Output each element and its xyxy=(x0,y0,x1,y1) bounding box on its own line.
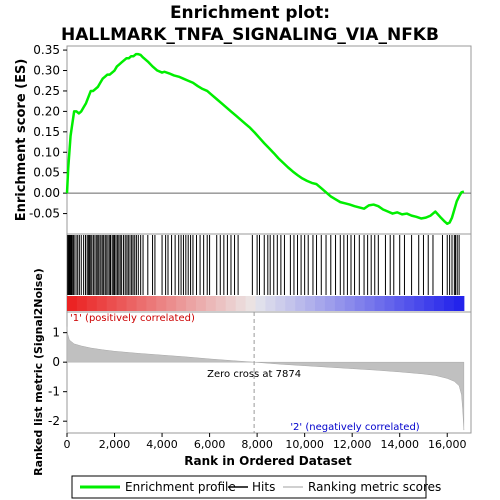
rank-y-tick-label: -2 xyxy=(48,414,60,428)
color-strip-segment xyxy=(116,296,128,311)
es-y-tick-label: -0.05 xyxy=(29,207,60,221)
color-strip-segment xyxy=(96,296,108,311)
es-y-tick-label: 0.05 xyxy=(33,166,60,180)
color-strip-segment xyxy=(394,296,405,311)
es-y-tick-label: 0.10 xyxy=(33,145,60,159)
rank-x-ticks: 0 2,000 4,000 6,000 8,000 10,000 12,000 14,000 1… xyxy=(64,433,467,451)
negative-label: '2' (negatively correlated) xyxy=(290,422,419,433)
color-strip-segment xyxy=(176,296,187,311)
rank-x-tick-label: 14,000 xyxy=(380,438,419,451)
color-strip-segment xyxy=(126,296,137,311)
color-strip-segment xyxy=(215,296,227,311)
hit-lines xyxy=(67,235,460,295)
color-strip-segment xyxy=(166,296,177,311)
color-strip-segment xyxy=(275,296,286,311)
color-strip-segment xyxy=(364,296,376,311)
color-strip-segment xyxy=(195,296,207,311)
es-y-tick-label: 0.30 xyxy=(33,64,60,78)
rank-y-tick-label: 0 xyxy=(52,355,60,369)
color-strip-segment xyxy=(295,296,306,311)
es-panel: -0.05 0.00 0.05 0.10 0.15 0.20 0.25 0.30 0.35 En… xyxy=(14,43,472,235)
rank-y-tick-label: 1 xyxy=(52,326,60,340)
color-strip-segment xyxy=(245,296,257,311)
color-strip-segment xyxy=(414,296,425,311)
color-strip-segment xyxy=(255,296,266,311)
hits-panel xyxy=(66,233,472,313)
es-y-tick-label: 0.00 xyxy=(33,186,60,200)
color-strip-segment xyxy=(146,296,157,311)
color-strip-segment xyxy=(404,296,415,311)
rank-x-tick-label: 8,000 xyxy=(241,438,273,451)
legend-label-hits: Hits xyxy=(252,480,275,494)
enrichment-profile-line xyxy=(65,52,465,226)
rank-x-tick-label: 4,000 xyxy=(146,438,178,451)
color-strip-segment xyxy=(235,296,247,311)
color-strip-segment xyxy=(424,296,435,311)
color-strip-segment xyxy=(334,296,346,311)
color-strip-segment xyxy=(76,296,88,311)
color-strip-segment xyxy=(225,296,237,311)
color-strip-segment xyxy=(186,296,197,311)
color-strip-segment xyxy=(265,296,276,311)
rank-x-tick-label: 12,000 xyxy=(333,438,372,451)
color-strip-segment xyxy=(344,296,356,311)
rank-x-tick-label: 0 xyxy=(64,438,71,451)
color-strip-segment xyxy=(156,296,167,311)
color-strip-segment xyxy=(374,296,385,311)
color-strip-segment xyxy=(453,296,465,311)
rank-y-axis-label: Ranked list metric (Signal2Noise) xyxy=(32,268,45,476)
rank-y-tick-label: -1 xyxy=(48,385,60,399)
color-strip-segment xyxy=(106,296,118,311)
ranking-metric-area xyxy=(66,326,465,431)
es-y-axis-label: Enrichment score (ES) xyxy=(14,59,29,222)
color-strip-segment xyxy=(305,296,316,311)
rank-y-ticks: -2 -1 0 1 xyxy=(48,326,67,428)
es-y-tick-label: 0.15 xyxy=(33,125,60,139)
color-strip-segment xyxy=(67,296,78,311)
x-axis-label: Rank in Ordered Dataset xyxy=(184,454,352,468)
legend: Enrichment profile Hits Ranking metric s… xyxy=(71,475,441,499)
color-strip-segment xyxy=(444,296,455,311)
color-strip-segment xyxy=(315,296,326,311)
correlation-color-strip xyxy=(67,296,465,311)
rank-x-tick-label: 10,000 xyxy=(285,438,324,451)
zero-cross-label: Zero cross at 7874 xyxy=(207,369,301,380)
color-strip-segment xyxy=(324,296,336,311)
color-strip-segment xyxy=(354,296,366,311)
es-panel-frame xyxy=(66,45,472,235)
rank-x-tick-label: 16,000 xyxy=(428,438,467,451)
color-strip-segment xyxy=(86,296,98,311)
chart-title-line2: HALLMARK_TNFA_SIGNALING_VIA_NFKB xyxy=(61,25,439,45)
color-strip-segment xyxy=(136,296,147,311)
legend-label-enrichment: Enrichment profile xyxy=(125,480,236,494)
rank-panel: Zero cross at 7874 '1' (positively corre… xyxy=(32,268,472,476)
positive-label: '1' (positively correlated) xyxy=(70,313,195,324)
color-strip-segment xyxy=(434,296,445,311)
es-y-tick-label: 0.35 xyxy=(33,43,60,57)
es-y-tick-label: 0.20 xyxy=(33,104,60,118)
rank-x-tick-label: 6,000 xyxy=(194,438,226,451)
legend-label-ranking: Ranking metric scores xyxy=(308,480,441,494)
legend-box xyxy=(71,475,427,499)
chart-title-line1: Enrichment plot: xyxy=(170,3,330,23)
es-y-ticks: -0.05 0.00 0.05 0.10 0.15 0.20 0.25 0.30 0.35 xyxy=(29,43,67,221)
color-strip-segment xyxy=(285,296,296,311)
rank-x-tick-label: 2,000 xyxy=(99,438,131,451)
color-strip-segment xyxy=(205,296,217,311)
color-strip-segment xyxy=(384,296,395,311)
es-y-tick-label: 0.25 xyxy=(33,84,60,98)
